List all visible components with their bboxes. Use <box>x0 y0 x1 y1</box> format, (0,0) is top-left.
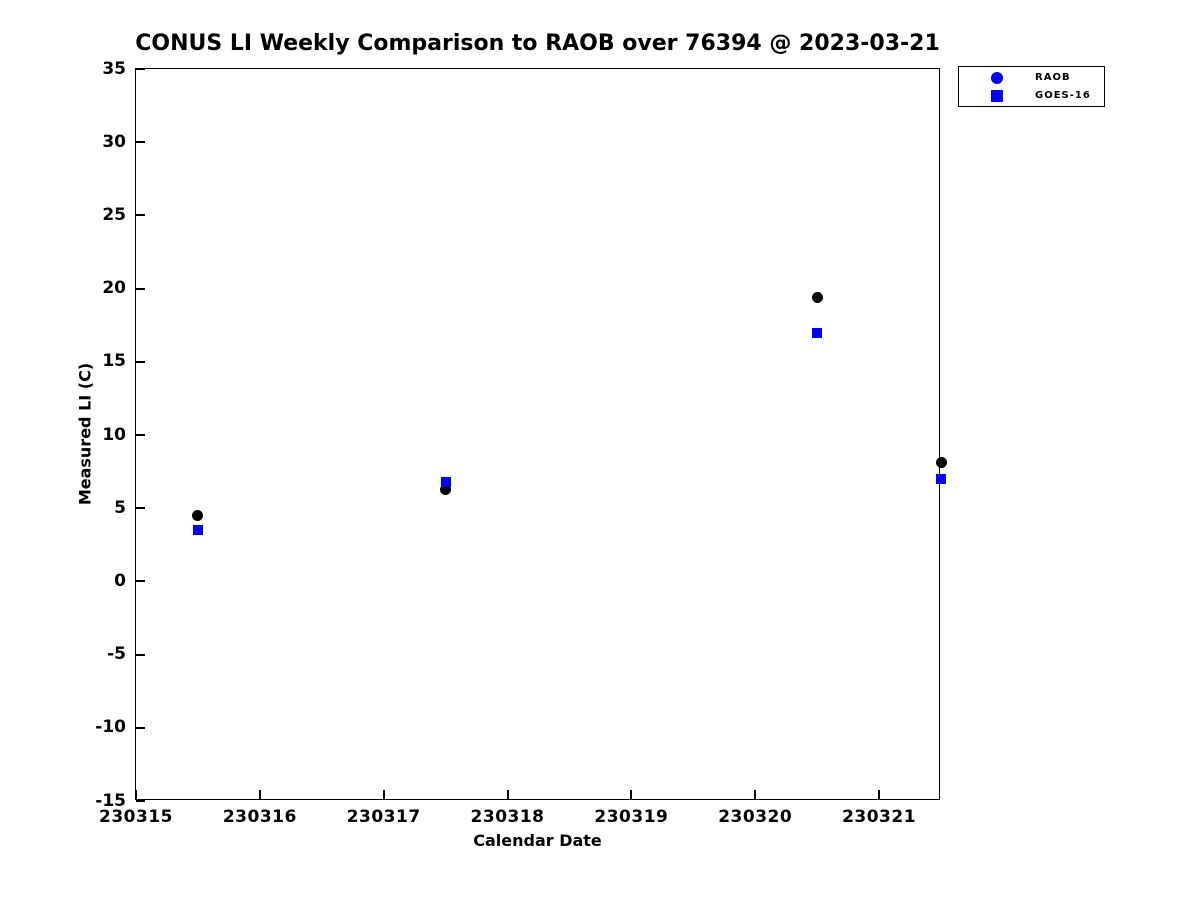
legend-item-goes-16: GOES-16 <box>959 88 1104 103</box>
data-point-raob <box>811 291 823 303</box>
legend-square-icon <box>991 89 1003 102</box>
y-tick-mark <box>136 434 145 436</box>
x-tick-mark <box>630 790 633 799</box>
legend-label: GOES-16 <box>1035 90 1091 101</box>
y-tick-label: 30 <box>102 131 126 152</box>
y-tick-label: 0 <box>114 570 126 591</box>
x-tick-label: 230317 <box>346 807 421 827</box>
y-tick-mark <box>136 287 145 290</box>
y-tick-label: 35 <box>102 58 126 79</box>
x-tick-label: 230315 <box>99 807 173 827</box>
y-tick-label: 20 <box>102 278 126 299</box>
x-tick-label: 230321 <box>842 807 917 827</box>
y-tick-mark <box>136 653 145 656</box>
y-tick-label: 10 <box>102 424 126 445</box>
y-tick-mark <box>136 214 145 217</box>
legend-item-raob: RAOB <box>959 70 1104 85</box>
y-tick-label: 15 <box>102 351 126 372</box>
y-tick-mark <box>136 580 145 583</box>
y-tick-label: 5 <box>114 497 126 518</box>
legend-circle-icon <box>991 71 1003 84</box>
y-axis-label-text: Measured LI (C) <box>75 362 95 506</box>
y-tick-mark <box>136 68 145 70</box>
x-axis-label: Calendar Date <box>473 831 602 850</box>
y-tick-mark <box>136 507 145 510</box>
y-tick-mark <box>136 800 145 802</box>
data-point-raob <box>935 457 947 469</box>
x-tick-mark <box>135 790 137 799</box>
data-point-raob <box>440 483 452 495</box>
x-tick-label: 230320 <box>718 807 793 827</box>
y-tick-label: 25 <box>102 204 126 225</box>
y-tick-mark <box>136 141 145 144</box>
data-point-raob <box>192 510 204 522</box>
x-tick-mark <box>506 790 509 799</box>
legend-box: RAOB GOES-16 <box>958 66 1105 107</box>
data-point-goes-16 <box>192 525 203 536</box>
plot-area: -15 -10 -5 0 5 10 15 20 25 30 35 230315 230316 230317… <box>95 60 947 826</box>
y-tick-label: -10 <box>95 717 126 738</box>
chart-title: CONUS LI Weekly Comparison to RAOB over … <box>135 31 940 56</box>
x-tick-mark <box>878 790 881 799</box>
data-point-goes-16 <box>440 476 451 487</box>
x-tick-mark <box>258 790 261 799</box>
y-tick-label: -15 <box>95 790 126 811</box>
x-tick-label: 230318 <box>470 807 545 827</box>
y-tick-mark <box>136 726 145 729</box>
x-tick-label: 230316 <box>222 807 297 827</box>
legend-label: RAOB <box>1035 72 1071 83</box>
x-tick-label: 230319 <box>594 807 669 827</box>
x-tick-mark <box>382 790 385 799</box>
x-tick-mark <box>754 790 757 799</box>
y-tick-mark <box>136 360 145 363</box>
data-point-goes-16 <box>936 473 946 484</box>
legend-marker-cell <box>959 71 1035 84</box>
y-tick-label: -5 <box>107 644 126 665</box>
legend-marker-cell <box>959 89 1035 102</box>
data-point-goes-16 <box>812 327 823 338</box>
